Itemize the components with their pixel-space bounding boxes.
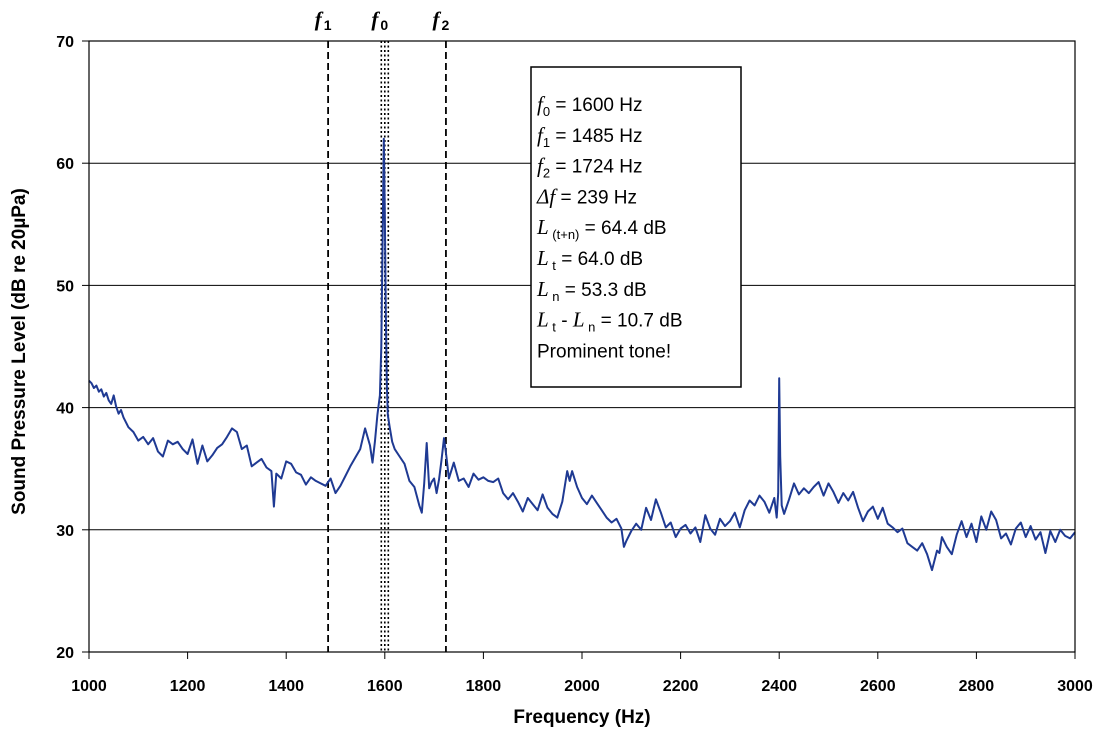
x-tick-label: 2600	[860, 678, 896, 695]
x-tick-label: 2000	[564, 678, 600, 695]
marker-symbol: f	[371, 7, 380, 31]
annotation-line: Prominent tone!	[537, 341, 671, 362]
spl-series-line	[88, 137, 1076, 572]
y-tick-label: 60	[56, 156, 74, 173]
annotation-line: f2 = 1724 Hz	[537, 154, 643, 181]
annotation-line: L n = 53.3 dB	[536, 277, 647, 304]
marker-subscript: 2	[442, 17, 450, 33]
x-axis-title: Frequency (Hz)	[513, 707, 650, 728]
x-tick-label: 1600	[367, 678, 403, 695]
y-tick-label: 30	[56, 523, 74, 540]
x-tick-label: 2400	[761, 678, 797, 695]
annotation-box: f0 = 1600 Hz f1 = 1485 Hz f2 = 1724 Hz Δf =…	[530, 66, 742, 388]
y-tick-label: 40	[56, 401, 74, 418]
y-tick-label: 50	[56, 278, 74, 295]
annotation-line: L t = 64.0 dB	[536, 246, 643, 273]
y-tick-label: 20	[56, 645, 74, 662]
annotation-frame	[530, 66, 742, 388]
marker-symbol: f	[315, 7, 324, 31]
marker-subscript: 1	[324, 17, 332, 33]
annotation-line: f0 = 1600 Hz	[537, 92, 643, 119]
x-tick-label: 2200	[663, 678, 699, 695]
x-tick-label: 1800	[466, 678, 502, 695]
annotation-line: f1 = 1485 Hz	[537, 123, 643, 150]
annotation-line: L (t+n) = 64.4 dB	[536, 215, 667, 242]
tick-labels: 1000 1200 1400 1600 1800 2000 2200 2400 2600 2800…	[56, 34, 1093, 695]
y-axis-title: Sound Pressure Level (dB re 20µPa)	[9, 188, 30, 515]
x-tick-label: 1200	[170, 678, 206, 695]
y-tick-label: 70	[56, 34, 74, 51]
marker-symbol: f	[433, 7, 442, 31]
x-tick-label: 2800	[959, 678, 995, 695]
annotation-line: Δf = 239 Hz	[536, 184, 637, 208]
x-tick-label: 3000	[1057, 678, 1093, 695]
annotation-line: L t - L n = 10.7 dB	[536, 308, 683, 335]
x-tick-label: 1400	[268, 678, 304, 695]
marker-subscript: 0	[380, 17, 388, 33]
axis-ticks	[82, 40, 1076, 659]
x-tick-label: 1000	[71, 678, 107, 695]
